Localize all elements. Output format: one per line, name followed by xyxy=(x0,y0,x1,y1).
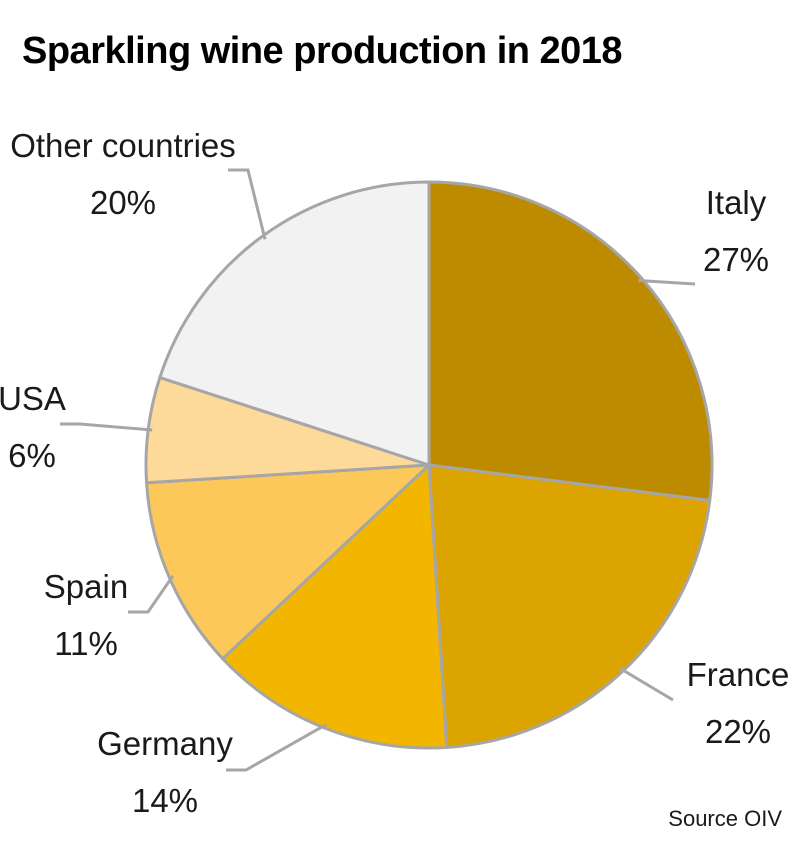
slice-percent-other-countries: 20% xyxy=(90,184,156,221)
leader-line-germany xyxy=(226,723,328,772)
source-note: Source OIV xyxy=(668,806,782,831)
slice-percent-italy: 27% xyxy=(703,241,769,278)
slice-category-italy: Italy xyxy=(706,184,767,221)
leader-line-usa xyxy=(60,422,153,432)
chart-title: Sparkling wine production in 2018 xyxy=(22,30,623,72)
pie-slices xyxy=(144,180,714,750)
slice-labels: Italy 27% France 22% Germany 14% Spain 11% USA 6%… xyxy=(0,127,789,819)
pie-slice-france xyxy=(427,463,712,749)
leader-line-spain xyxy=(128,574,175,614)
pie-slice-germany xyxy=(221,463,449,750)
leader-line-italy xyxy=(638,278,696,286)
slice-category-usa: USA xyxy=(0,380,66,417)
slice-category-other-countries: Other countries xyxy=(10,127,236,164)
slice-label-usa: USA 6% xyxy=(0,380,66,474)
slice-percent-france: 22% xyxy=(705,713,771,750)
slice-label-germany: Germany 14% xyxy=(97,725,233,819)
pie-slice-italy xyxy=(427,180,714,502)
slice-label-other-countries: Other countries 20% xyxy=(10,127,236,221)
slice-label-spain: Spain 11% xyxy=(44,568,128,662)
slice-category-france: France xyxy=(687,656,790,693)
slice-label-italy: Italy 27% xyxy=(703,184,769,278)
pie-slice-other-countries xyxy=(158,180,431,467)
leader-line-france xyxy=(619,667,674,702)
slice-label-france: France 22% xyxy=(687,656,790,750)
slice-percent-germany: 14% xyxy=(132,782,198,819)
leader-line-other-countries xyxy=(228,168,267,240)
slice-category-spain: Spain xyxy=(44,568,128,605)
slice-category-germany: Germany xyxy=(97,725,233,762)
slice-percent-spain: 11% xyxy=(54,625,118,662)
pie-slice-spain xyxy=(145,463,431,661)
leader-lines xyxy=(60,168,696,772)
slice-percent-usa: 6% xyxy=(8,437,56,474)
